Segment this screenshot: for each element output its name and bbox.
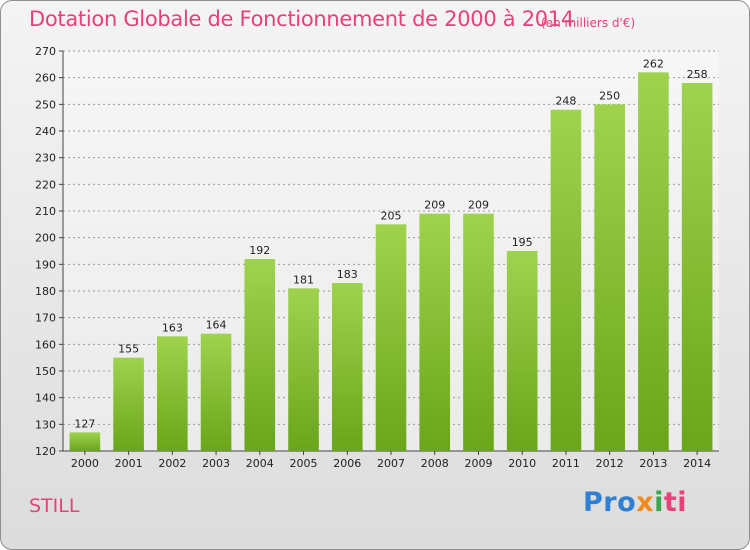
bar-value-label: 163 — [162, 321, 183, 334]
logo-part-3: i — [654, 487, 664, 518]
bar — [594, 104, 625, 451]
bar — [681, 83, 713, 451]
y-tick-label: 140 — [35, 392, 56, 405]
bar-value-label: 192 — [249, 244, 270, 257]
logo-part-4: ti — [663, 487, 688, 518]
x-tick-label: 2005 — [290, 457, 318, 470]
bar — [638, 72, 669, 451]
bar-value-label: 195 — [512, 236, 533, 249]
x-tick-label: 2000 — [71, 457, 99, 470]
y-tick-label: 220 — [35, 178, 56, 191]
x-tick-label: 2012 — [596, 457, 624, 470]
x-tick-label: 2010 — [508, 457, 536, 470]
bar — [69, 432, 101, 451]
x-tick-label: 2009 — [464, 457, 492, 470]
bar-value-label: 127 — [74, 417, 95, 430]
y-tick-label: 200 — [35, 232, 56, 245]
bar — [331, 283, 363, 451]
bar — [463, 213, 494, 451]
x-tick-label: 2008 — [421, 457, 449, 470]
y-tick-label: 120 — [35, 445, 56, 458]
bar-value-label: 205 — [381, 209, 402, 222]
y-tick-label: 260 — [35, 72, 56, 85]
x-tick-label: 2002 — [158, 457, 186, 470]
x-tick-label: 2003 — [202, 457, 230, 470]
y-tick-label: 210 — [35, 205, 56, 218]
bar-value-label: 209 — [424, 199, 445, 212]
commune-name: STILL — [29, 495, 80, 517]
y-tick-label: 170 — [35, 312, 56, 325]
logo-part-2: x — [636, 487, 655, 518]
x-tick-label: 2013 — [639, 457, 667, 470]
y-tick-label: 130 — [35, 418, 56, 431]
y-tick-label: 230 — [35, 152, 56, 165]
y-tick-label: 270 — [35, 45, 56, 58]
logo-part-1: Pro — [583, 487, 637, 518]
bar — [200, 333, 232, 451]
bar-value-label: 164 — [206, 319, 227, 332]
x-tick-label: 2004 — [246, 457, 274, 470]
bar — [288, 288, 319, 451]
bar — [244, 259, 276, 451]
y-tick-label: 150 — [35, 365, 56, 378]
bar — [550, 109, 582, 452]
bar-value-label: 262 — [643, 57, 664, 70]
bar — [419, 213, 451, 451]
bar — [375, 224, 407, 451]
chart-title: Dotation Globale de Fonctionnement de 20… — [29, 7, 574, 31]
x-tick-label: 2014 — [683, 457, 711, 470]
bar — [157, 336, 188, 451]
x-tick-label: 2006 — [333, 457, 361, 470]
y-tick-label: 160 — [35, 338, 56, 351]
bar-value-label: 209 — [468, 199, 489, 212]
y-tick-label: 250 — [35, 98, 56, 111]
bar — [113, 357, 144, 451]
bar-value-label: 248 — [555, 95, 576, 108]
bar-value-label: 183 — [337, 268, 358, 281]
y-tick-label: 240 — [35, 125, 56, 138]
bar-value-label: 155 — [118, 343, 139, 356]
chart-unit: (en milliers d'€) — [541, 16, 636, 30]
bar-value-label: 258 — [687, 68, 708, 81]
x-tick-label: 2007 — [377, 457, 405, 470]
bar-value-label: 250 — [599, 89, 620, 102]
y-tick-label: 190 — [35, 258, 56, 271]
bar — [506, 251, 538, 451]
x-tick-label: 2001 — [115, 457, 143, 470]
y-tick-label: 180 — [35, 285, 56, 298]
proxiti-logo: Proxiti — [583, 487, 687, 518]
x-tick-label: 2011 — [552, 457, 580, 470]
bar-value-label: 181 — [293, 273, 314, 286]
